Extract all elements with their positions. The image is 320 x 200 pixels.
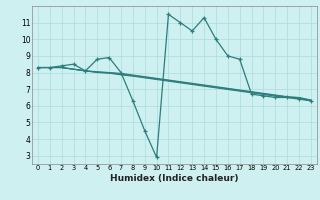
X-axis label: Humidex (Indice chaleur): Humidex (Indice chaleur)	[110, 174, 239, 183]
